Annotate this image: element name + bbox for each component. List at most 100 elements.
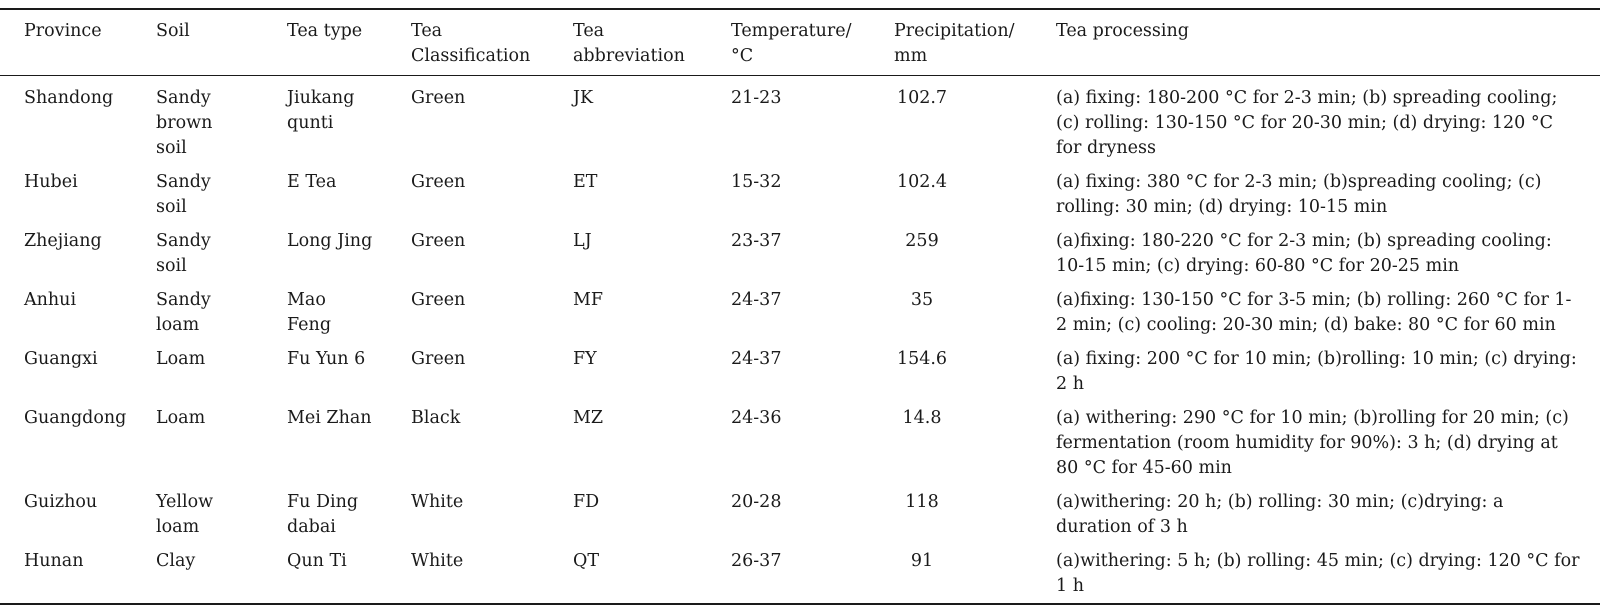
cell-precipitation: 14.8 bbox=[870, 397, 1038, 481]
cell-province: Zhejiang bbox=[24, 231, 102, 251]
cell-processing: (a) fixing: 200 °C for 10 min; (b)rollin… bbox=[1056, 349, 1577, 394]
header-soil: Soil bbox=[156, 21, 190, 41]
cell-province: Anhui bbox=[24, 290, 77, 310]
cell-processing: (a)fixing: 180-220 °C for 2-3 min; (b) s… bbox=[1056, 231, 1552, 276]
cell-classification: White bbox=[411, 492, 464, 512]
cell-precipitation: 154.6 bbox=[870, 338, 1038, 397]
cell-temperature: 21-23 bbox=[731, 88, 782, 108]
cell-precipitation-text: 154.6 bbox=[896, 349, 948, 369]
cell-precipitation: 259 bbox=[870, 220, 1038, 279]
cell-abbreviation: ET bbox=[573, 172, 598, 192]
cell-precipitation: 118 bbox=[870, 481, 1038, 540]
cell-tea-type-text: Mao Feng bbox=[287, 290, 332, 335]
cell-soil: Clay bbox=[132, 540, 263, 604]
cell-precipitation-text: 102.4 bbox=[896, 172, 948, 192]
cell-soil-text: Loam bbox=[156, 408, 206, 428]
cell-province: Hunan bbox=[24, 551, 84, 571]
cell-tea-type: Fu Yun 6 bbox=[263, 338, 387, 397]
cell-province: Guangdong bbox=[24, 408, 127, 428]
cell-soil: Sandy brown soil bbox=[132, 76, 263, 162]
cell-abbreviation: QT bbox=[573, 551, 600, 571]
cell-processing: (a) fixing: 380 °C for 2-3 min; (b)sprea… bbox=[1056, 172, 1542, 217]
cell-tea-type-text: Fu Yun 6 bbox=[287, 349, 366, 369]
cell-tea-type: Mei Zhan bbox=[263, 397, 387, 481]
cell-soil: Sandy soil bbox=[132, 161, 263, 220]
cell-province: Shandong bbox=[24, 88, 114, 108]
cell-precipitation-text: 259 bbox=[905, 231, 939, 251]
cell-soil-text: Sandy soil bbox=[156, 172, 211, 217]
cell-tea-type: Qun Ti bbox=[263, 540, 387, 604]
cell-soil: Sandy loam bbox=[132, 279, 263, 338]
cell-classification: White bbox=[411, 551, 464, 571]
cell-processing: (a)withering: 5 h; (b) rolling: 45 min; … bbox=[1056, 551, 1580, 596]
cell-precipitation: 91 bbox=[870, 540, 1038, 604]
cell-soil-text: Sandy loam bbox=[156, 290, 211, 335]
header-province: Province bbox=[24, 21, 102, 41]
cell-classification: Green bbox=[411, 88, 466, 108]
table-row: Guangxi Loam Fu Yun 6 Green FY 24-37 154.6 (a) … bbox=[0, 338, 1600, 397]
table-row: Hubei Sandy soil E Tea Green ET 15-32 102.4 (a)… bbox=[0, 161, 1600, 220]
header-temperature: Temperature/ °C bbox=[731, 21, 852, 66]
cell-tea-type: Long Jing bbox=[263, 220, 387, 279]
tea-sample-table: Province Soil Tea type Tea Classificatio… bbox=[0, 8, 1600, 605]
cell-tea-type-text: Mei Zhan bbox=[287, 408, 372, 428]
cell-processing: (a)withering: 20 h; (b) rolling: 30 min;… bbox=[1056, 492, 1504, 537]
cell-province: Guizhou bbox=[24, 492, 98, 512]
cell-tea-type-text: Jiukang qunti bbox=[287, 88, 355, 133]
cell-soil: Loam bbox=[132, 338, 263, 397]
cell-abbreviation: LJ bbox=[573, 231, 592, 251]
table-row: Guangdong Loam Mei Zhan Black MZ 24-36 14.8 (a)… bbox=[0, 397, 1600, 481]
cell-classification: Black bbox=[411, 408, 461, 428]
cell-soil: Loam bbox=[132, 397, 263, 481]
cell-abbreviation: MZ bbox=[573, 408, 604, 428]
cell-soil: Yellow loam bbox=[132, 481, 263, 540]
cell-abbreviation: JK bbox=[573, 88, 594, 108]
header-precipitation: Precipitation/ mm bbox=[894, 21, 1015, 66]
cell-soil: Sandy soil bbox=[132, 220, 263, 279]
cell-precipitation-text: 35 bbox=[910, 290, 934, 310]
cell-province: Hubei bbox=[24, 172, 78, 192]
header-tea-classification: Tea Classification bbox=[411, 21, 531, 66]
table-row: Guizhou Yellow loam Fu Ding dabai White FD 20… bbox=[0, 481, 1600, 540]
cell-tea-type: Fu Ding dabai bbox=[263, 481, 387, 540]
table-row: Shandong Sandy brown soil Jiukang qunti Gre… bbox=[0, 76, 1600, 162]
cell-temperature: 20-28 bbox=[731, 492, 782, 512]
cell-precipitation-text: 14.8 bbox=[902, 408, 942, 428]
cell-tea-type-text: E Tea bbox=[287, 172, 337, 192]
cell-precipitation-text: 118 bbox=[905, 492, 939, 512]
cell-tea-type-text: Fu Ding dabai bbox=[287, 492, 359, 537]
tea-table-container: Province Soil Tea type Tea Classificatio… bbox=[0, 8, 1600, 605]
cell-classification: Green bbox=[411, 231, 466, 251]
cell-processing: (a) fixing: 180-200 °C for 2-3 min; (b) … bbox=[1056, 88, 1558, 158]
table-row: Zhejiang Sandy soil Long Jing Green LJ 23-37 2… bbox=[0, 220, 1600, 279]
table-header: Province Soil Tea type Tea Classificatio… bbox=[0, 9, 1600, 76]
cell-classification: Green bbox=[411, 172, 466, 192]
cell-tea-type-text: Qun Ti bbox=[287, 551, 347, 571]
cell-abbreviation: FY bbox=[573, 349, 597, 369]
cell-soil-text: Loam bbox=[156, 349, 206, 369]
header-tea-abbreviation: Tea abbreviation bbox=[573, 21, 685, 66]
cell-soil-text: Clay bbox=[156, 551, 196, 571]
cell-soil-text: Yellow loam bbox=[156, 492, 214, 537]
cell-tea-type: Mao Feng bbox=[263, 279, 387, 338]
cell-temperature: 23-37 bbox=[731, 231, 782, 251]
cell-precipitation-text: 102.7 bbox=[896, 88, 948, 108]
cell-soil-text: Sandy soil bbox=[156, 231, 211, 276]
header-row: Province Soil Tea type Tea Classificatio… bbox=[0, 9, 1600, 76]
header-tea-type: Tea type bbox=[287, 21, 363, 41]
cell-temperature: 26-37 bbox=[731, 551, 782, 571]
cell-temperature: 15-32 bbox=[731, 172, 782, 192]
cell-classification: Green bbox=[411, 290, 466, 310]
table-body: Shandong Sandy brown soil Jiukang qunti Gre… bbox=[0, 76, 1600, 604]
cell-tea-type: Jiukang qunti bbox=[263, 76, 387, 162]
cell-precipitation: 35 bbox=[870, 279, 1038, 338]
cell-soil-text: Sandy brown soil bbox=[156, 88, 213, 158]
cell-tea-type: E Tea bbox=[263, 161, 387, 220]
cell-province: Guangxi bbox=[24, 349, 98, 369]
cell-precipitation-text: 91 bbox=[910, 551, 934, 571]
table-row: Hunan Clay Qun Ti White QT 26-37 91 (a)witherin… bbox=[0, 540, 1600, 604]
cell-temperature: 24-37 bbox=[731, 349, 782, 369]
cell-temperature: 24-37 bbox=[731, 290, 782, 310]
cell-precipitation: 102.4 bbox=[870, 161, 1038, 220]
cell-processing: (a) withering: 290 °C for 10 min; (b)rol… bbox=[1056, 408, 1569, 478]
